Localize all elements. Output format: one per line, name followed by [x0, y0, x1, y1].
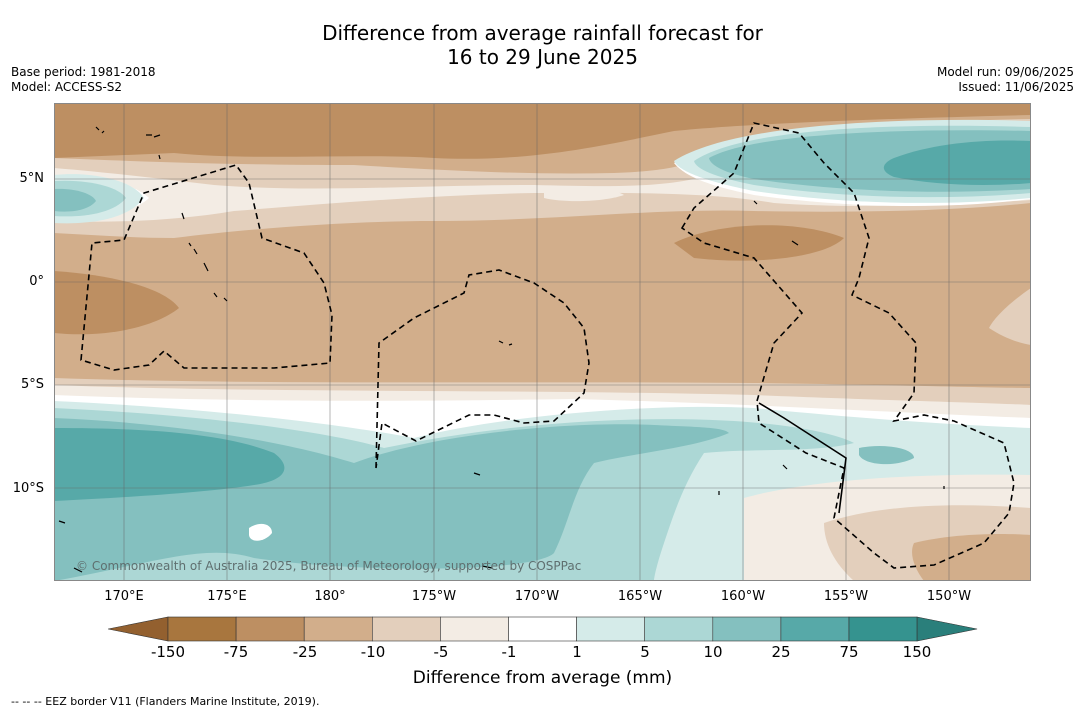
x-tick-160w: 160°W: [720, 589, 766, 604]
shade-north-dry: [54, 103, 1031, 159]
colorbar-segment: [508, 616, 577, 642]
colorbar-segment: [576, 616, 646, 642]
shade-white-blob: [544, 188, 624, 202]
x-tick-155w: 155°W: [823, 589, 869, 604]
cb-tick: 75: [839, 643, 859, 661]
cb-tick: -1: [501, 643, 517, 661]
shade-north-wet-2d: [883, 140, 1031, 185]
colorbar-segment: [303, 616, 373, 642]
cb-tick: -75: [223, 643, 249, 661]
islands: [58, 126, 945, 573]
cb-tick: 25: [771, 643, 791, 661]
title-line-2: 16 to 29 June 2025: [447, 45, 638, 69]
colorbar-over-arrow: [916, 616, 978, 642]
x-tick-150w: 150°W: [926, 589, 972, 604]
shade-east-pale: [989, 288, 1031, 345]
cb-tick: 5: [640, 643, 650, 661]
title-line-1: Difference from average rainfall forecas…: [322, 21, 763, 45]
meta-right: Model run: 09/06/2025 Issued: 11/06/2025: [937, 65, 1074, 95]
colorbar-segment: [644, 616, 714, 642]
model-name: Model: ACCESS-S2: [11, 80, 123, 94]
shade-small-wet: [859, 446, 914, 465]
base-period: Base period: 1981-2018: [11, 65, 156, 79]
cb-tick: -5: [433, 643, 449, 661]
issued-date: Issued: 11/06/2025: [958, 80, 1074, 94]
map-title: Difference from average rainfall forecas…: [0, 21, 1085, 69]
y-tick-5s: 5°S: [20, 377, 44, 392]
y-tick-0: 0°: [29, 274, 44, 289]
cb-tick: -10: [360, 643, 386, 661]
colorbar-segment: [235, 616, 305, 642]
shade-se-tan: [912, 533, 1031, 581]
colorbar-segment: [167, 616, 237, 642]
colorbar-segment: [712, 616, 782, 642]
colorbar-under-arrow: [108, 616, 169, 642]
cb-tick: 150: [902, 643, 932, 661]
shade-small-white: [249, 523, 272, 541]
eez-legend-note: -- -- -- EEZ border V11 (Flanders Marine…: [11, 695, 320, 708]
x-tick-170e: 170°E: [104, 589, 144, 604]
cb-tick: -25: [292, 643, 318, 661]
colorbar-label: Difference from average (mm): [412, 668, 673, 688]
x-tick-175w: 175°W: [411, 589, 457, 604]
y-tick-5n: 5°N: [19, 171, 45, 186]
rainfall-map: [54, 103, 1031, 581]
colorbar-segment: [848, 616, 918, 642]
shade-north-wet-1c: [54, 188, 96, 212]
colorbar-segment: [780, 616, 850, 642]
x-tick-175e: 175°E: [207, 589, 247, 604]
meta-left: Base period: 1981-2018 Model: ACCESS-S2: [11, 65, 156, 95]
colorbar-segment: [440, 616, 509, 642]
eez-border-solid: [758, 402, 847, 514]
grid-lines: [54, 103, 1031, 581]
shade-dry-blob-east: [674, 225, 844, 261]
eez-borders: [80, 122, 1015, 569]
y-tick-10s: 10°S: [12, 481, 44, 496]
model-run: Model run: 09/06/2025: [936, 65, 1074, 79]
colorbar-segment: [371, 616, 441, 642]
cb-tick: 10: [703, 643, 723, 661]
x-tick-170w: 170°W: [514, 589, 560, 604]
cb-tick: 1: [572, 643, 582, 661]
copyright-notice: © Commonwealth of Australia 2025, Bureau…: [76, 559, 582, 573]
x-tick-165w: 165°W: [617, 589, 663, 604]
cb-tick: -150: [150, 643, 186, 661]
x-tick-180: 180°: [314, 589, 346, 604]
colorbar: [108, 616, 978, 642]
